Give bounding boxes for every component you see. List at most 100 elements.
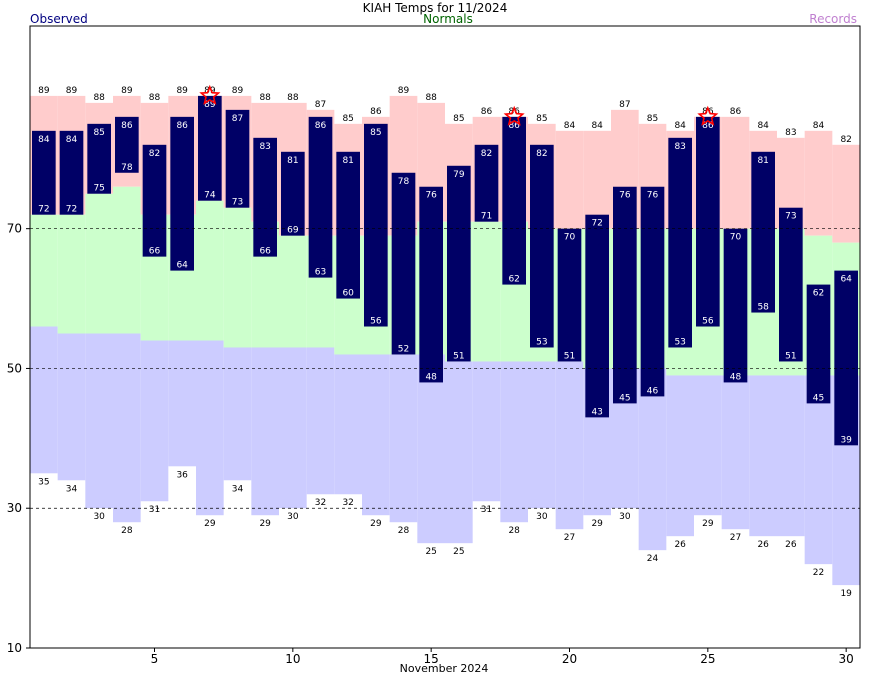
observed-high-label: 81: [287, 156, 298, 166]
record-high-label: 89: [66, 86, 78, 96]
record-high-band: [555, 130, 584, 229]
observed-bar: [225, 109, 250, 208]
observed-low-label: 64: [176, 261, 188, 271]
observed-bar: [668, 137, 692, 348]
record-low-label: 28: [508, 526, 520, 536]
record-low-label: 25: [425, 547, 436, 557]
record-low-band: [251, 347, 279, 516]
record-high-band: [583, 130, 611, 229]
y-tick-label: 70: [7, 222, 22, 236]
record-low-band: [196, 340, 224, 516]
observed-bar: [87, 123, 111, 194]
record-star-icon: [503, 105, 525, 126]
legend-observed: Observed: [30, 12, 88, 26]
legend-records: Records: [809, 12, 857, 26]
x-axis-label: November 2024: [400, 662, 489, 675]
observed-bar: [585, 214, 609, 418]
observed-bar: [723, 228, 748, 383]
record-low-label: 19: [840, 589, 852, 599]
observed-low-label: 60: [342, 289, 354, 299]
observed-high-label: 76: [647, 191, 659, 201]
observed-low-label: 39: [840, 435, 852, 445]
observed-bar: [751, 151, 775, 313]
record-high-label: 88: [425, 93, 437, 103]
observed-high-label: 86: [702, 121, 714, 131]
record-marker-layer: [199, 84, 719, 126]
observed-bar: [502, 116, 526, 285]
observed-low-label: 72: [66, 205, 77, 215]
record-low-label: 27: [564, 533, 575, 543]
observed-high-label: 85: [370, 128, 381, 138]
record-high-label: 88: [149, 93, 161, 103]
observed-bar-layer: [32, 95, 858, 446]
record-low-band: [749, 375, 777, 537]
observed-high-label: 87: [232, 114, 243, 124]
x-tick-label: 30: [839, 652, 854, 666]
observed-bar: [336, 151, 360, 299]
record-high-label: 87: [315, 100, 326, 110]
record-low-band: [666, 375, 694, 537]
observed-high-label: 85: [93, 128, 104, 138]
y-tick-label: 30: [7, 501, 22, 515]
observed-high-label: 79: [453, 170, 465, 180]
x-tick-label: 15: [424, 652, 439, 666]
observed-low-label: 56: [702, 317, 714, 327]
record-high-label: 86: [370, 107, 382, 117]
x-tick-label: 20: [562, 652, 577, 666]
record-low-band: [85, 333, 113, 509]
normal-band: [113, 186, 141, 334]
record-low-band: [804, 375, 833, 565]
observed-low-label: 51: [564, 351, 575, 361]
record-low-band: [30, 326, 58, 474]
observed-low-label: 53: [674, 337, 685, 347]
record-low-label: 35: [38, 477, 49, 487]
observed-low-label: 45: [813, 393, 824, 403]
gridline-layer: [30, 228, 860, 509]
record-low-band: [223, 347, 252, 481]
observed-high-label: 62: [813, 289, 824, 299]
record-high-label: 89: [204, 86, 216, 96]
observed-low-label: 63: [315, 268, 326, 278]
record-high-label: 86: [508, 107, 520, 117]
observed-high-label: 86: [315, 121, 327, 131]
record-low-label: 31: [481, 505, 492, 515]
record-low-label: 29: [591, 519, 603, 529]
observed-bar: [557, 228, 582, 362]
record-low-band: [57, 333, 86, 481]
observed-low-label: 52: [398, 344, 409, 354]
observed-high-label: 82: [149, 149, 160, 159]
observed-bar: [806, 284, 831, 404]
observed-high-label: 81: [342, 156, 353, 166]
observed-high-label: 78: [398, 177, 410, 187]
record-low-label: 30: [93, 512, 105, 522]
record-high-label: 85: [647, 114, 658, 124]
record-low-label: 24: [647, 554, 659, 564]
record-low-band: [528, 361, 556, 509]
observed-high-label: 76: [425, 191, 437, 201]
observed-high-label: 86: [121, 121, 133, 131]
record-low-label: 29: [370, 519, 382, 529]
x-tick-label: 5: [151, 652, 159, 666]
observed-high-label: 82: [481, 149, 492, 159]
observed-high-label: 84: [66, 135, 78, 145]
observed-bar: [640, 186, 665, 397]
record-low-label: 34: [66, 484, 78, 494]
record-high-band: [721, 116, 750, 229]
record-low-band: [417, 354, 445, 544]
record-low-band: [777, 375, 805, 537]
observed-low-label: 51: [785, 351, 796, 361]
observed-high-label: 70: [564, 233, 576, 243]
record-low-band: [500, 361, 528, 523]
record-high-label: 84: [813, 121, 825, 131]
observed-bar: [281, 151, 305, 236]
record-low-label: 36: [176, 470, 188, 480]
record-high-label: 89: [232, 86, 244, 96]
observed-low-label: 51: [453, 351, 464, 361]
observed-low-label: 48: [730, 372, 742, 382]
observed-bar: [253, 137, 277, 257]
observed-high-label: 83: [259, 142, 270, 152]
normal-band: [196, 200, 224, 341]
observed-bar: [419, 186, 443, 383]
record-low-label: 30: [619, 512, 631, 522]
